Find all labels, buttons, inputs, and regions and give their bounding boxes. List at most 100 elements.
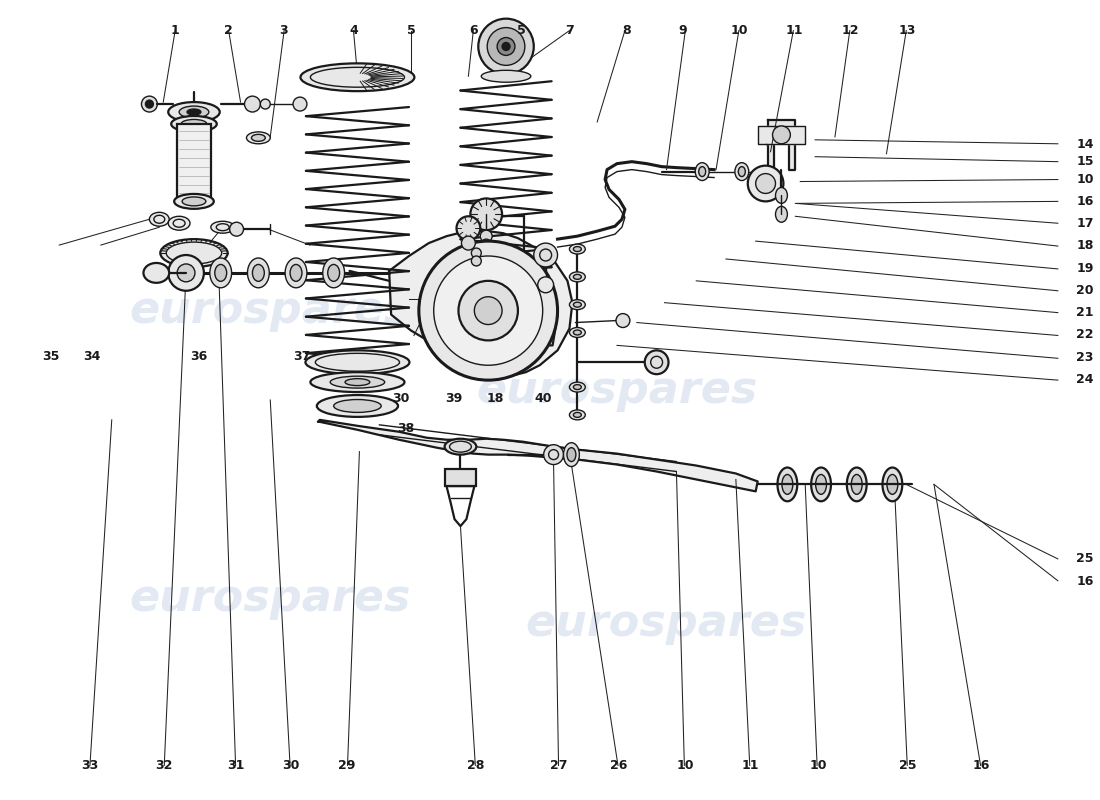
Ellipse shape (887, 474, 898, 494)
Text: 32: 32 (155, 759, 173, 772)
Ellipse shape (738, 166, 746, 177)
Text: 28: 28 (468, 759, 484, 772)
Text: eurospares: eurospares (476, 369, 758, 411)
Ellipse shape (573, 302, 581, 307)
Text: 7: 7 (565, 24, 574, 37)
Ellipse shape (168, 102, 220, 122)
Ellipse shape (174, 194, 213, 209)
Ellipse shape (847, 467, 867, 502)
Text: 12: 12 (842, 24, 859, 37)
Circle shape (456, 216, 481, 240)
Text: 1: 1 (170, 24, 179, 37)
Ellipse shape (776, 187, 788, 203)
Circle shape (502, 42, 510, 50)
Text: 14: 14 (1076, 138, 1093, 150)
Text: 25: 25 (1076, 552, 1093, 566)
Ellipse shape (252, 265, 264, 282)
Ellipse shape (246, 132, 271, 144)
Ellipse shape (444, 438, 476, 454)
Polygon shape (389, 231, 572, 376)
Circle shape (481, 230, 492, 242)
Circle shape (482, 239, 492, 249)
Text: 23: 23 (1076, 350, 1093, 363)
Ellipse shape (211, 222, 234, 233)
Circle shape (261, 99, 271, 109)
Circle shape (474, 297, 502, 325)
Ellipse shape (300, 63, 415, 91)
Ellipse shape (573, 330, 581, 335)
Polygon shape (318, 420, 758, 491)
Ellipse shape (187, 109, 201, 115)
Ellipse shape (330, 376, 385, 388)
Ellipse shape (570, 300, 585, 310)
Ellipse shape (570, 410, 585, 420)
Text: eurospares: eurospares (526, 602, 807, 645)
Ellipse shape (698, 166, 706, 177)
Text: 13: 13 (899, 24, 916, 37)
Circle shape (293, 97, 307, 111)
Text: 9: 9 (679, 24, 688, 37)
Polygon shape (768, 120, 795, 170)
Circle shape (538, 277, 553, 293)
Circle shape (534, 243, 558, 267)
Circle shape (419, 241, 558, 380)
Polygon shape (758, 126, 805, 144)
Ellipse shape (252, 134, 265, 142)
Ellipse shape (150, 212, 169, 226)
Ellipse shape (168, 216, 190, 230)
Text: 11: 11 (741, 759, 759, 772)
Text: 25: 25 (899, 759, 916, 772)
Circle shape (177, 264, 195, 282)
Text: eurospares: eurospares (130, 577, 411, 620)
Text: 10: 10 (676, 759, 694, 772)
Text: 30: 30 (392, 392, 409, 405)
Ellipse shape (182, 119, 207, 128)
Ellipse shape (306, 350, 409, 374)
Ellipse shape (172, 116, 217, 132)
Ellipse shape (290, 265, 303, 282)
Ellipse shape (563, 442, 580, 466)
Text: 34: 34 (84, 350, 101, 363)
Text: 26: 26 (609, 759, 627, 772)
Ellipse shape (183, 197, 206, 206)
Text: 10: 10 (1076, 173, 1093, 186)
Circle shape (472, 256, 482, 266)
Text: 18: 18 (1076, 239, 1093, 252)
Ellipse shape (735, 162, 749, 181)
Text: 4: 4 (350, 24, 358, 37)
Circle shape (433, 256, 542, 366)
Ellipse shape (310, 372, 405, 392)
Text: 19: 19 (1076, 262, 1093, 274)
Ellipse shape (695, 162, 710, 181)
Circle shape (168, 255, 204, 290)
Text: 10: 10 (810, 759, 826, 772)
Text: 18: 18 (486, 392, 504, 405)
Text: eurospares: eurospares (130, 289, 411, 332)
Ellipse shape (570, 382, 585, 392)
Text: 2: 2 (224, 24, 233, 37)
Circle shape (459, 281, 518, 341)
Ellipse shape (143, 263, 169, 283)
Bar (177, 124, 211, 202)
Text: 22: 22 (1076, 328, 1093, 342)
Ellipse shape (776, 206, 788, 222)
Circle shape (487, 28, 525, 66)
Text: 17: 17 (1076, 217, 1093, 230)
Text: 16: 16 (1076, 195, 1093, 208)
Text: 20: 20 (1076, 284, 1093, 297)
Circle shape (471, 198, 502, 230)
Text: 5: 5 (517, 24, 526, 37)
Text: 16: 16 (1076, 574, 1093, 588)
Ellipse shape (248, 258, 270, 288)
Ellipse shape (573, 385, 581, 390)
Polygon shape (456, 276, 558, 346)
Circle shape (244, 96, 261, 112)
Circle shape (472, 248, 482, 258)
Circle shape (462, 236, 475, 250)
Circle shape (142, 96, 157, 112)
Circle shape (230, 222, 243, 236)
Ellipse shape (566, 448, 576, 462)
Text: 3: 3 (279, 24, 288, 37)
Text: 36: 36 (190, 350, 208, 363)
Ellipse shape (328, 265, 340, 282)
